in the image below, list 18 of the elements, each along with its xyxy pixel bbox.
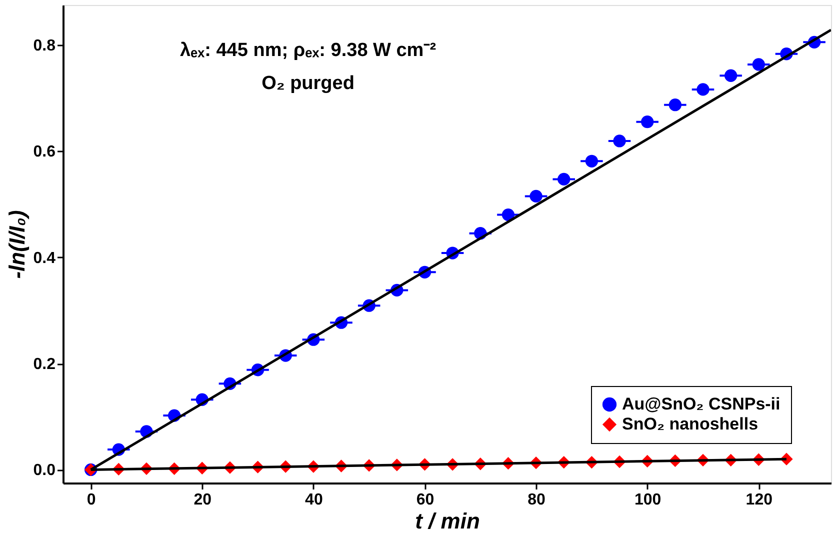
y-tick-label: 0.2 xyxy=(33,356,56,373)
x-axis-title: t / min xyxy=(415,508,480,534)
x-tick-label: 80 xyxy=(528,492,546,508)
annotation: O₂ purged xyxy=(262,73,354,94)
y-tick-label: 0.6 xyxy=(33,144,56,161)
y-tick-label: 0.8 xyxy=(33,37,56,54)
x-tick-label: 60 xyxy=(416,492,434,508)
annotation: λₑₓ: 445 nm; ρₑₓ: 9.38 W cm⁻² xyxy=(180,40,436,61)
legend-label: SnO₂ nanoshells xyxy=(622,414,758,434)
y-axis-title: -ln(I/I₀) xyxy=(4,210,30,279)
legend-label: Au@SnO₂ CSNPs-ii xyxy=(622,394,780,414)
x-tick-label: 40 xyxy=(305,492,323,508)
x-tick-label: 120 xyxy=(746,492,773,508)
y-tick-label: 0.4 xyxy=(33,250,56,267)
x-tick-label: 100 xyxy=(634,492,662,508)
y-tick-label: 0.0 xyxy=(33,462,56,480)
x-tick-label: 0 xyxy=(86,492,96,508)
x-tick-label: 20 xyxy=(194,492,212,508)
